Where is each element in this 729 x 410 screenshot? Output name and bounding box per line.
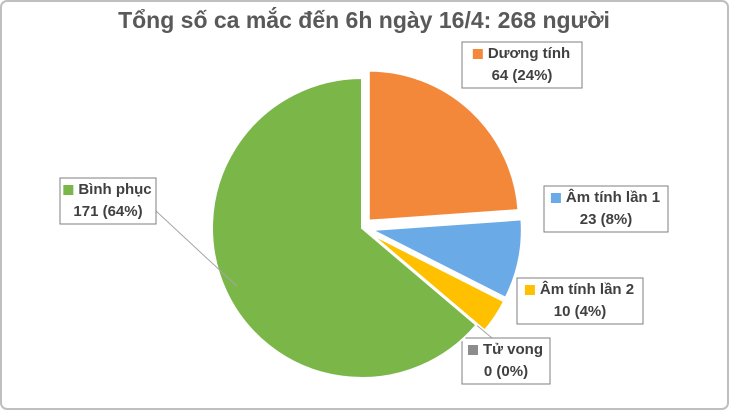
pie-slice [369,232,506,332]
label-box [543,185,669,233]
legend-key [550,193,561,203]
legend-key [63,185,74,195]
label-box [59,177,157,225]
value-label: 171 (64%) [73,203,142,220]
category-label: Bình phục [78,181,151,198]
category-label: Dương tính [488,45,570,62]
legend-key [467,345,478,355]
leader-line [474,323,493,339]
pie-slice [368,218,523,300]
category-label: Âm tính lần 2 [540,280,634,298]
category-label: Tử vong [483,341,543,358]
legend-key [472,49,483,59]
value-label: 64 (24%) [492,67,553,84]
pie-slice [367,69,520,222]
label-box [516,277,644,325]
leader-line [155,210,238,287]
value-label: 10 (4%) [554,303,607,320]
value-label: 23 (8%) [580,211,633,228]
category-label: Âm tính lần 1 [566,188,660,206]
pie-slice [211,76,478,379]
value-label: 0 (0%) [484,363,528,380]
legend-key [524,285,535,295]
chart-title: Tổng số ca mắc đến 6h ngày 16/4: 268 ngư… [118,6,610,33]
